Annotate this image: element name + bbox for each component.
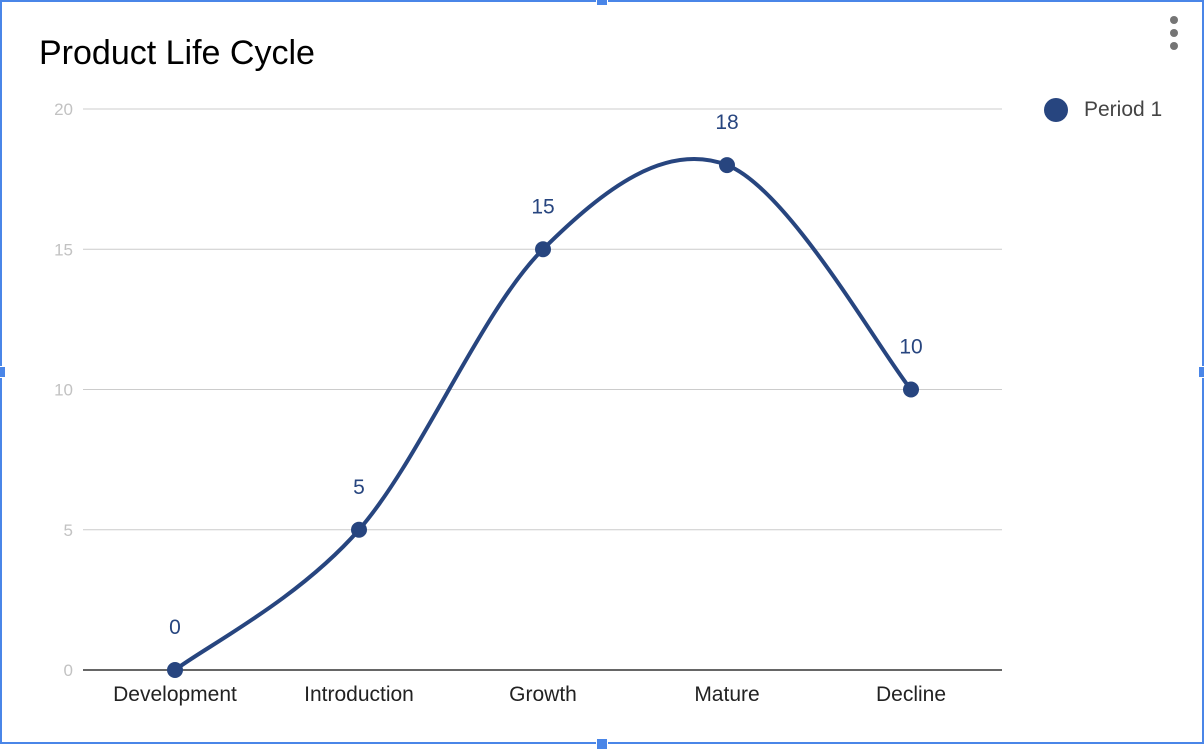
chart-title: Product Life Cycle <box>39 34 315 72</box>
x-tick-label-decline: Decline <box>876 683 946 706</box>
data-point-mature <box>719 157 735 174</box>
legend-swatch-period-1 <box>1044 98 1068 122</box>
y-tick-label-5: 5 <box>64 521 73 540</box>
data-label-development: 0 <box>169 616 181 639</box>
resize-handle-left[interactable] <box>0 366 6 378</box>
data-point-introduction <box>351 521 367 538</box>
data-label-introduction: 5 <box>353 476 365 499</box>
more-vert-icon[interactable] <box>1164 16 1184 52</box>
legend-label-period-1: Period 1 <box>1084 98 1163 121</box>
y-tick-label-10: 10 <box>54 381 73 400</box>
data-point-growth <box>535 241 551 258</box>
x-tick-label-development: Development <box>113 683 237 706</box>
resize-handle-top[interactable] <box>596 0 608 6</box>
y-tick-label-20: 20 <box>54 100 73 119</box>
x-tick-label-growth: Growth <box>509 683 577 706</box>
y-tick-label-0: 0 <box>64 661 73 680</box>
data-point-development <box>167 662 183 678</box>
data-label-mature: 18 <box>715 111 738 134</box>
legend[interactable]: Period 1 <box>1044 96 1162 124</box>
data-label-growth: 15 <box>531 195 554 218</box>
series-line-period-1 <box>173 156 913 672</box>
data-label-decline: 10 <box>899 336 922 359</box>
resize-handle-right[interactable] <box>1198 366 1204 378</box>
data-point-decline <box>903 381 919 398</box>
x-tick-label-mature: Mature <box>694 683 759 706</box>
y-tick-label-15: 15 <box>54 240 73 259</box>
x-tick-label-introduction: Introduction <box>304 683 414 706</box>
